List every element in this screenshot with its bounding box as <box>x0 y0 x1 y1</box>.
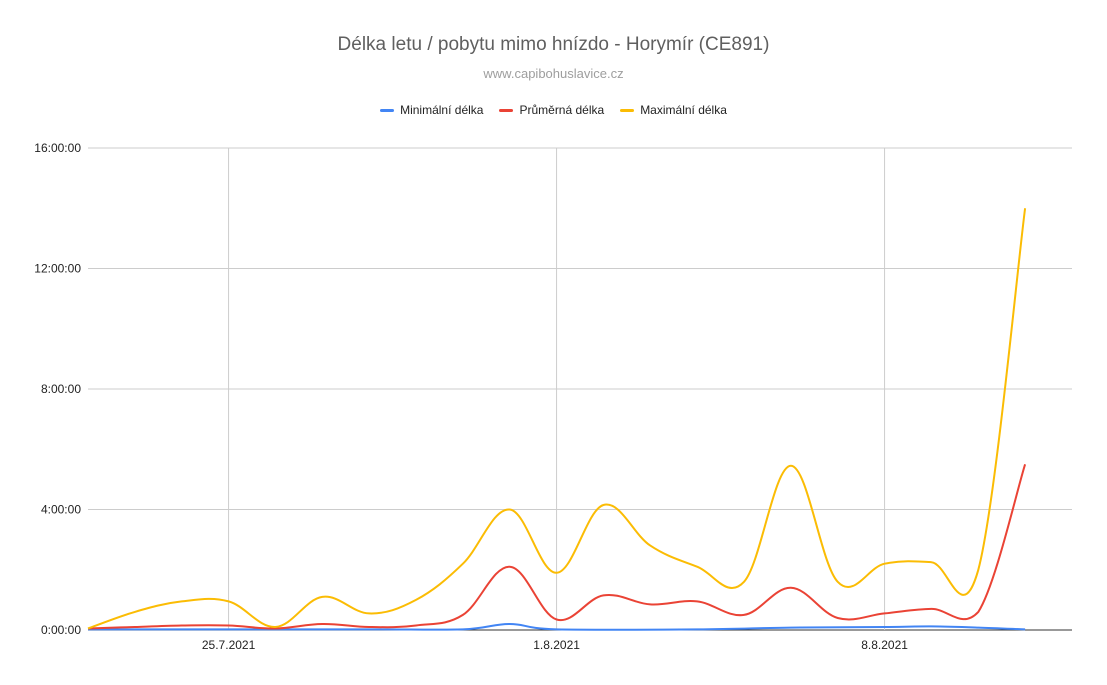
series-line-max <box>87 208 1027 630</box>
legend-label-avg: Průměrná délka <box>519 103 605 117</box>
legend-label-min: Minimální délka <box>400 103 484 117</box>
x-tick-label: 1.8.2021 <box>533 638 580 652</box>
legend-swatch-min <box>380 108 395 112</box>
legend-item-avg[interactable]: Průměrná délka <box>499 103 604 117</box>
y-tick-label: 8:00:00 <box>41 382 81 396</box>
legend-swatch-max <box>620 108 635 112</box>
chart-legend: Minimální délka Průměrná délka Maximální… <box>0 103 1107 117</box>
x-tick-label: 25.7.2021 <box>202 638 256 652</box>
chart-subtitle: www.capibohuslavice.cz <box>483 66 624 81</box>
chart-title: Délka letu / pobytu mimo hnízdo - Horymí… <box>337 34 770 55</box>
y-tick-label: 12:00:00 <box>34 262 81 276</box>
legend-item-max[interactable]: Maximální délka <box>620 103 727 117</box>
legend-label-max: Maximální délka <box>640 103 727 117</box>
y-tick-label: 16:00:00 <box>34 141 81 155</box>
legend-swatch-avg <box>499 108 514 112</box>
legend-item-min[interactable]: Minimální délka <box>380 103 483 117</box>
y-tick-label: 4:00:00 <box>41 503 81 517</box>
x-tick-label: 8.8.2021 <box>861 638 908 652</box>
series-line-avg <box>87 463 1027 630</box>
series-line-min <box>88 623 1026 631</box>
y-tick-label: 0:00:00 <box>41 623 81 637</box>
